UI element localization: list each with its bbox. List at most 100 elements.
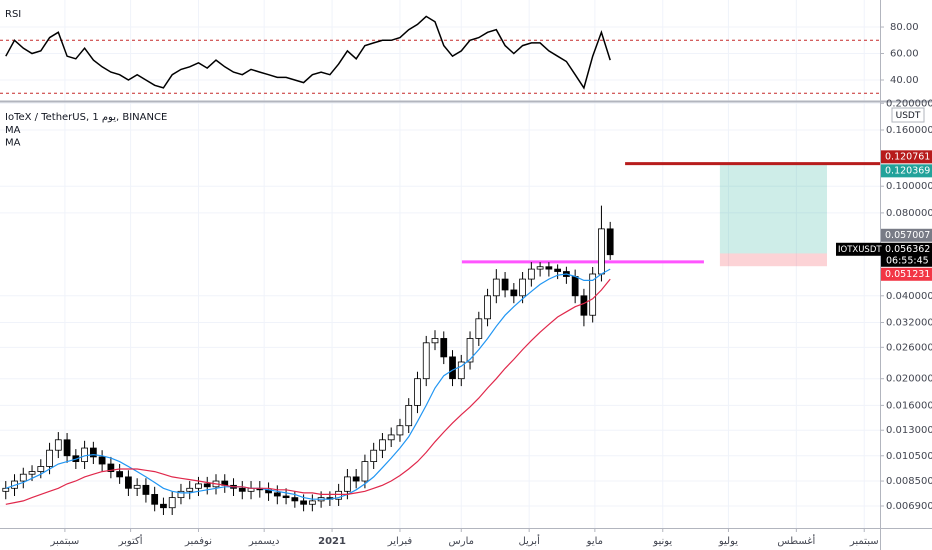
candle-body (545, 266, 553, 270)
y-tick-label: 0.040000 (886, 291, 932, 302)
x-tick-label: سبتمبر (849, 536, 879, 547)
y-tick-label: 0.016000 (886, 400, 932, 411)
symbol-tag-label: IOTXUSDT (838, 245, 882, 255)
candle-body (475, 318, 483, 339)
price-tag-label: 0.056362 (885, 244, 930, 255)
candle-body (554, 268, 562, 272)
y-tick-label: 0.010500 (886, 451, 932, 462)
candle-body (396, 425, 404, 436)
price-tags: 0.120761 0.120369 0.057007 0.05636206:55:45… (836, 150, 932, 281)
candle-body (335, 490, 343, 500)
legend-entry: MA (5, 138, 21, 149)
candle-body (361, 461, 369, 482)
x-tick-label: نوفمبر (184, 536, 212, 547)
x-tick-label: فبراير (387, 536, 413, 547)
candle-body (536, 266, 544, 270)
candle-body (379, 439, 386, 451)
candle-body (46, 449, 53, 467)
price-tag (881, 242, 932, 267)
candle-body (606, 228, 614, 256)
rsi-tick-label: 80.00 (890, 22, 919, 33)
countdown: 06:55:45 (886, 255, 929, 266)
x-tick-label: مارس (449, 536, 474, 547)
moving-average (5, 278, 611, 505)
candle-body (414, 378, 421, 406)
candle-body (492, 278, 500, 297)
candle-body (81, 447, 88, 463)
candle-body (89, 447, 97, 458)
stop-zone[interactable] (719, 253, 828, 267)
candle-body (37, 466, 45, 472)
target-zone[interactable] (719, 164, 828, 254)
drawings (461, 162, 880, 267)
candle-body (142, 484, 150, 495)
y-tick-label: 0.020000 (886, 374, 932, 385)
y-tick-label: 0.200000 (886, 98, 932, 109)
candle-body (203, 483, 211, 488)
price-tag-label: 0.120761 (885, 151, 930, 162)
candle-body (28, 471, 36, 475)
candle-body (308, 500, 316, 505)
candle-body (151, 494, 159, 505)
candle-body (282, 495, 290, 499)
candle-body (466, 338, 474, 363)
candle-body (422, 342, 430, 380)
axes: سبتمبر أكتوبر نوفمبر ديسمبر 2021 فبراير مارس أب… (50, 22, 932, 547)
symbol-tag (836, 242, 881, 256)
rsi-pane (0, 15, 880, 94)
candle-body (501, 278, 509, 291)
candle-body (352, 476, 360, 482)
candle-body (107, 463, 115, 472)
candle-body (19, 473, 27, 482)
x-tick-label: ديسمبر (248, 536, 279, 547)
currency: USDT (896, 111, 921, 121)
candle-body (133, 484, 141, 489)
candle-body (116, 471, 124, 478)
candle-body (177, 490, 185, 499)
y-tick-label: 0.080000 (886, 208, 932, 219)
x-tick-label: 2021 (318, 536, 346, 547)
candle-body (186, 487, 194, 492)
candle-body (344, 476, 351, 492)
candle-body (125, 476, 132, 489)
candle-body (160, 503, 167, 509)
candle-body (405, 404, 413, 427)
x-tick-label: أكتوبر (118, 534, 143, 547)
candle-body (300, 500, 307, 505)
candle-body (431, 338, 439, 344)
candle-body (571, 276, 579, 297)
candle-body (2, 487, 10, 492)
price-tag (881, 228, 932, 242)
rsi-tick-label: 60.00 (890, 49, 919, 60)
candle-body (457, 361, 465, 380)
x-tick-label: مايو (586, 536, 603, 547)
price-tag (881, 150, 932, 164)
candle-body (484, 295, 491, 320)
price-pane (2, 205, 614, 515)
price-tag-label: 0.051231 (885, 269, 930, 280)
candle-body (440, 338, 448, 358)
candle-body (598, 228, 605, 275)
candle-body (63, 439, 71, 457)
x-tick-label: أبريل (518, 534, 540, 547)
rsi-tick-label: 40.00 (890, 75, 919, 86)
currency-box[interactable] (891, 107, 925, 123)
candle-body (195, 483, 202, 489)
y-tick-label: 0.160000 (886, 125, 932, 136)
rsi-title: RSI (5, 9, 21, 20)
candle-body (273, 492, 281, 497)
x-tick-label: سبتمبر (50, 536, 80, 547)
y-tick-label: 0.100000 (886, 181, 932, 192)
candle-body (370, 449, 378, 463)
rsi-line (5, 15, 611, 90)
candle-body (238, 487, 246, 492)
y-tick-label: 0.026000 (886, 342, 932, 353)
candle-body (510, 289, 518, 297)
x-tick-label: أغسطس (777, 534, 815, 547)
x-tick-label: يونيو (652, 536, 672, 547)
legend-entry: MA (5, 125, 21, 136)
candle-body (291, 497, 299, 502)
x-tick-label: يوليو (718, 536, 738, 547)
